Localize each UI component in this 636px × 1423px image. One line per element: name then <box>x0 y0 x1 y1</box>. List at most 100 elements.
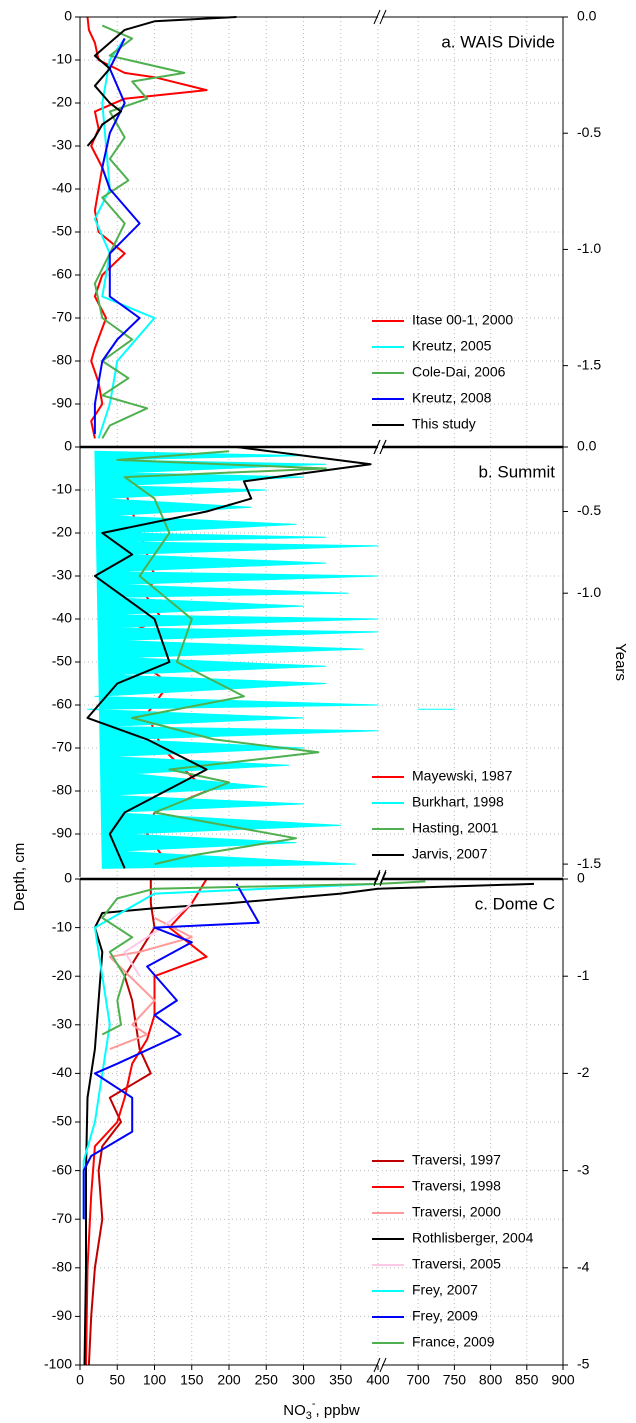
x-tick-label: 150 <box>180 1372 204 1388</box>
line <box>116 450 327 866</box>
x-axis-label-part: 3 <box>306 1410 312 1422</box>
legend-label: Cole-Dai, 2006 <box>412 364 506 380</box>
y-tick-label: -40 <box>52 1064 72 1080</box>
y2-tick-label: 0 <box>577 870 585 886</box>
axis-break <box>379 871 387 887</box>
y2-tick-label: -1.5 <box>577 356 601 372</box>
line <box>87 879 156 1366</box>
legend-label: Traversi, 1998 <box>412 1178 501 1194</box>
line <box>86 446 372 869</box>
x-tick-label: 100 <box>143 1372 167 1388</box>
legend-label: Jarvis, 2007 <box>412 846 488 862</box>
y-tick-label: 0 <box>64 8 72 24</box>
y2-tick-label: -1 <box>577 967 590 983</box>
y-tick-label: -30 <box>52 567 72 583</box>
x-axis-label-part: - <box>312 1398 316 1410</box>
axis-break <box>373 439 381 455</box>
axis-break <box>373 869 381 885</box>
x-tick-label: 350 <box>329 1372 353 1388</box>
axis-break <box>373 871 381 887</box>
y-tick-label: -90 <box>52 825 72 841</box>
x-tick-label: 50 <box>109 1372 125 1388</box>
y2-tick-label: -1.0 <box>577 240 601 256</box>
y-tick-label: -90 <box>52 395 72 411</box>
y2-tick-label: 0.0 <box>577 438 597 454</box>
panel-label: b. Summit <box>478 462 555 481</box>
x-tick-label: 800 <box>479 1372 503 1388</box>
axis-break <box>379 439 387 455</box>
y2-tick-label: -0.5 <box>577 124 601 140</box>
line <box>85 878 208 1366</box>
y2-tick-label: -5 <box>577 1356 590 1372</box>
x-axis-label-part: , ppbw <box>316 1402 360 1419</box>
y2-axis-label: Years <box>612 643 629 681</box>
legend-label: Frey, 2009 <box>412 1308 478 1324</box>
legend-label: Rothlisberger, 2004 <box>412 1230 534 1246</box>
y-tick-label: -30 <box>52 1016 72 1032</box>
y2-tick-label: -4 <box>577 1259 590 1275</box>
y2-tick-label: 0.0 <box>577 8 597 24</box>
y-tick-label: -70 <box>52 1210 72 1226</box>
legend-label: Hasting, 2001 <box>412 820 499 836</box>
y-tick-label: -20 <box>52 967 72 983</box>
x-tick-label: 750 <box>443 1372 467 1388</box>
y2-tick-label: -1.5 <box>577 855 601 871</box>
y-tick-label: -60 <box>52 266 72 282</box>
y-tick-label: 0 <box>64 870 72 886</box>
y-tick-label: -10 <box>52 51 72 67</box>
line <box>83 882 535 1366</box>
legend-label: Traversi, 2000 <box>412 1204 501 1220</box>
y2-tick-label: -2 <box>577 1064 590 1080</box>
legend-label: Traversi, 1997 <box>412 1152 501 1168</box>
y-tick-label: -100 <box>44 1356 72 1372</box>
line <box>93 38 141 435</box>
y-tick-label: -70 <box>52 739 72 755</box>
y-tick-label: 0 <box>64 438 72 454</box>
panel-label: a. WAIS Divide <box>441 32 555 51</box>
line <box>101 880 426 1036</box>
y-tick-label: -80 <box>52 352 72 368</box>
x-tick-label: 250 <box>255 1372 279 1388</box>
line <box>86 16 208 439</box>
legend-label: Traversi, 2005 <box>412 1256 501 1272</box>
y-tick-label: -20 <box>52 524 72 540</box>
y2-tick-label: -3 <box>577 1161 590 1177</box>
y2-tick-label: -0.5 <box>577 502 601 518</box>
y-tick-label: -90 <box>52 1307 72 1323</box>
legend-label: Mayewski, 1987 <box>412 768 513 784</box>
axis-break <box>379 9 387 25</box>
y-tick-label: -20 <box>52 94 72 110</box>
area <box>87 450 379 869</box>
axis-break <box>373 9 381 25</box>
legend-label: Burkhart, 1998 <box>412 794 504 810</box>
y-tick-label: -10 <box>52 481 72 497</box>
y-tick-label: -50 <box>52 1113 72 1129</box>
y2-tick-label: -1.0 <box>577 584 601 600</box>
y-tick-label: -60 <box>52 1161 72 1177</box>
y-tick-label: -80 <box>52 1259 72 1275</box>
legend-label: Kreutz, 2005 <box>412 338 492 354</box>
legend-label: France, 2009 <box>412 1334 495 1350</box>
legend-label: Itase 00-1, 2000 <box>412 312 513 328</box>
y-tick-label: -70 <box>52 309 72 325</box>
y-tick-label: -50 <box>52 223 72 239</box>
y-tick-label: -30 <box>52 137 72 153</box>
x-axis-label: NO3-, ppbw <box>283 1398 360 1422</box>
y-axis-label: Depth, cm <box>11 843 28 911</box>
x-tick-label: 200 <box>217 1372 241 1388</box>
x-axis-label-part: NO <box>283 1402 306 1419</box>
y-tick-label: -60 <box>52 696 72 712</box>
y-tick-label: -50 <box>52 653 72 669</box>
x-tick-label: 850 <box>515 1372 539 1388</box>
line <box>82 882 379 1220</box>
legend-label: Kreutz, 2008 <box>412 390 492 406</box>
line <box>82 883 260 1220</box>
line <box>123 902 193 977</box>
x-tick-label: 300 <box>292 1372 316 1388</box>
legend-label: Frey, 2007 <box>412 1282 478 1298</box>
y-tick-label: -10 <box>52 918 72 934</box>
y-tick-label: -40 <box>52 180 72 196</box>
line <box>93 24 186 439</box>
x-tick-label: 700 <box>407 1372 431 1388</box>
